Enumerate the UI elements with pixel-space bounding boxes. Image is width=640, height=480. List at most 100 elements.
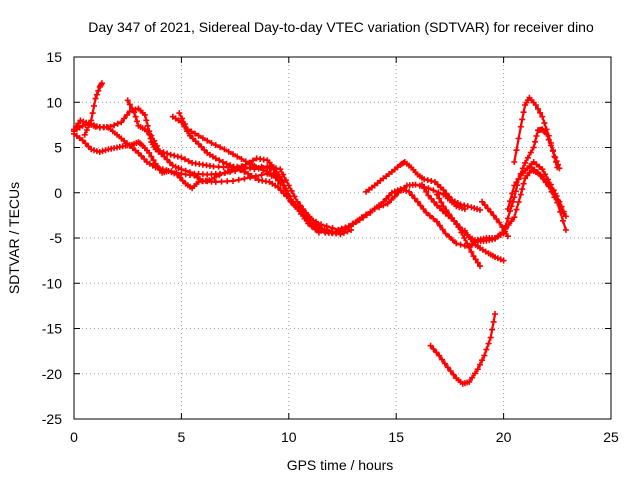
x-tick-label: 10 <box>281 429 297 445</box>
data-point-marker <box>539 166 546 173</box>
data-point-marker <box>174 153 181 160</box>
data-point-marker <box>477 263 483 270</box>
data-point-marker <box>230 178 236 184</box>
data-point-marker <box>338 225 345 232</box>
data-point-marker <box>513 147 520 154</box>
data-point-marker <box>438 199 445 206</box>
data-point-marker <box>461 227 468 234</box>
data-point-marker <box>443 207 450 214</box>
series-arc-8 <box>363 159 483 213</box>
data-point-marker <box>353 219 360 225</box>
data-point-marker <box>537 109 544 116</box>
data-point-marker <box>474 259 481 266</box>
data-point-marker <box>433 349 440 356</box>
data-point-marker <box>118 119 125 126</box>
data-point-marker <box>192 130 198 137</box>
chart-title: Day 347 of 2021, Sidereal Day-to-day VTE… <box>88 19 594 35</box>
data-point-marker <box>245 170 251 177</box>
data-point-marker <box>453 240 460 247</box>
data-point-marker <box>499 224 506 231</box>
data-point-marker <box>263 168 270 175</box>
data-point-marker <box>535 105 541 112</box>
data-point-marker <box>267 170 274 177</box>
data-point-marker <box>328 228 335 235</box>
data-point-marker <box>524 154 531 161</box>
data-point-marker <box>384 200 391 207</box>
data-point-marker <box>166 159 173 166</box>
data-point-marker <box>493 216 500 222</box>
data-point-marker <box>95 87 102 94</box>
data-point-marker <box>458 229 465 236</box>
data-point-marker <box>511 159 518 165</box>
data-point-marker <box>455 224 462 231</box>
data-point-marker <box>312 226 319 233</box>
data-point-marker <box>537 171 544 178</box>
data-point-marker <box>235 176 242 183</box>
data-point-marker <box>464 203 471 210</box>
data-point-marker <box>550 147 556 154</box>
data-point-marker <box>111 122 118 129</box>
data-point-marker <box>308 223 315 230</box>
data-point-marker <box>553 158 560 165</box>
data-point-marker <box>474 366 481 373</box>
data-point-marker <box>439 226 446 233</box>
data-point-marker <box>305 220 312 227</box>
data-point-marker <box>436 195 443 202</box>
data-point-marker <box>241 175 248 182</box>
data-point-marker <box>260 167 266 174</box>
data-point-marker <box>179 115 186 122</box>
data-point-marker <box>109 128 116 135</box>
data-point-marker <box>234 153 241 160</box>
data-point-marker <box>185 158 192 165</box>
data-point-marker <box>114 120 121 127</box>
data-point-marker <box>412 181 419 188</box>
data-point-marker <box>555 161 561 168</box>
data-point-marker <box>428 195 435 202</box>
data-point-marker <box>519 116 526 123</box>
data-point-marker <box>184 126 191 133</box>
data-point-marker <box>234 165 241 172</box>
data-point-marker <box>126 101 133 108</box>
data-point-marker <box>154 143 161 149</box>
data-point-marker <box>511 214 518 221</box>
data-point-marker <box>519 186 526 193</box>
data-point-marker <box>255 165 262 171</box>
data-point-marker <box>530 144 537 151</box>
data-point-marker <box>490 318 497 325</box>
data-point-marker <box>188 128 195 135</box>
data-point-marker <box>482 202 488 209</box>
data-point-marker <box>146 149 153 156</box>
data-point-marker <box>479 198 486 205</box>
data-point-marker <box>483 346 490 353</box>
data-point-marker <box>208 140 215 146</box>
data-point-marker <box>477 361 483 368</box>
data-point-marker <box>562 226 569 233</box>
data-point-marker <box>363 212 370 219</box>
data-point-marker <box>539 113 546 120</box>
data-point-marker <box>388 197 395 203</box>
data-point-marker <box>492 235 498 242</box>
data-point-marker <box>167 151 174 158</box>
y-tick-label: -5 <box>50 230 63 246</box>
data-point-marker <box>156 148 163 155</box>
data-point-marker <box>545 183 552 190</box>
data-point-marker <box>467 236 474 243</box>
data-point-marker <box>489 326 496 333</box>
data-point-marker <box>419 181 425 188</box>
data-point-marker <box>242 164 249 171</box>
data-point-marker <box>282 185 289 192</box>
data-point-marker <box>221 146 228 153</box>
data-point-marker <box>280 171 287 178</box>
data-point-marker <box>400 187 407 193</box>
data-point-marker <box>484 205 491 212</box>
data-point-marker <box>225 148 232 155</box>
data-point-marker <box>449 237 456 244</box>
data-point-marker <box>517 191 524 198</box>
data-point-marker <box>494 255 501 262</box>
data-point-marker <box>124 97 131 104</box>
x-tick-labels: 0 5 10 15 20 25 <box>70 429 619 445</box>
data-point-marker <box>349 221 356 228</box>
data-point-marker <box>556 165 563 172</box>
data-point-marker <box>472 256 479 263</box>
